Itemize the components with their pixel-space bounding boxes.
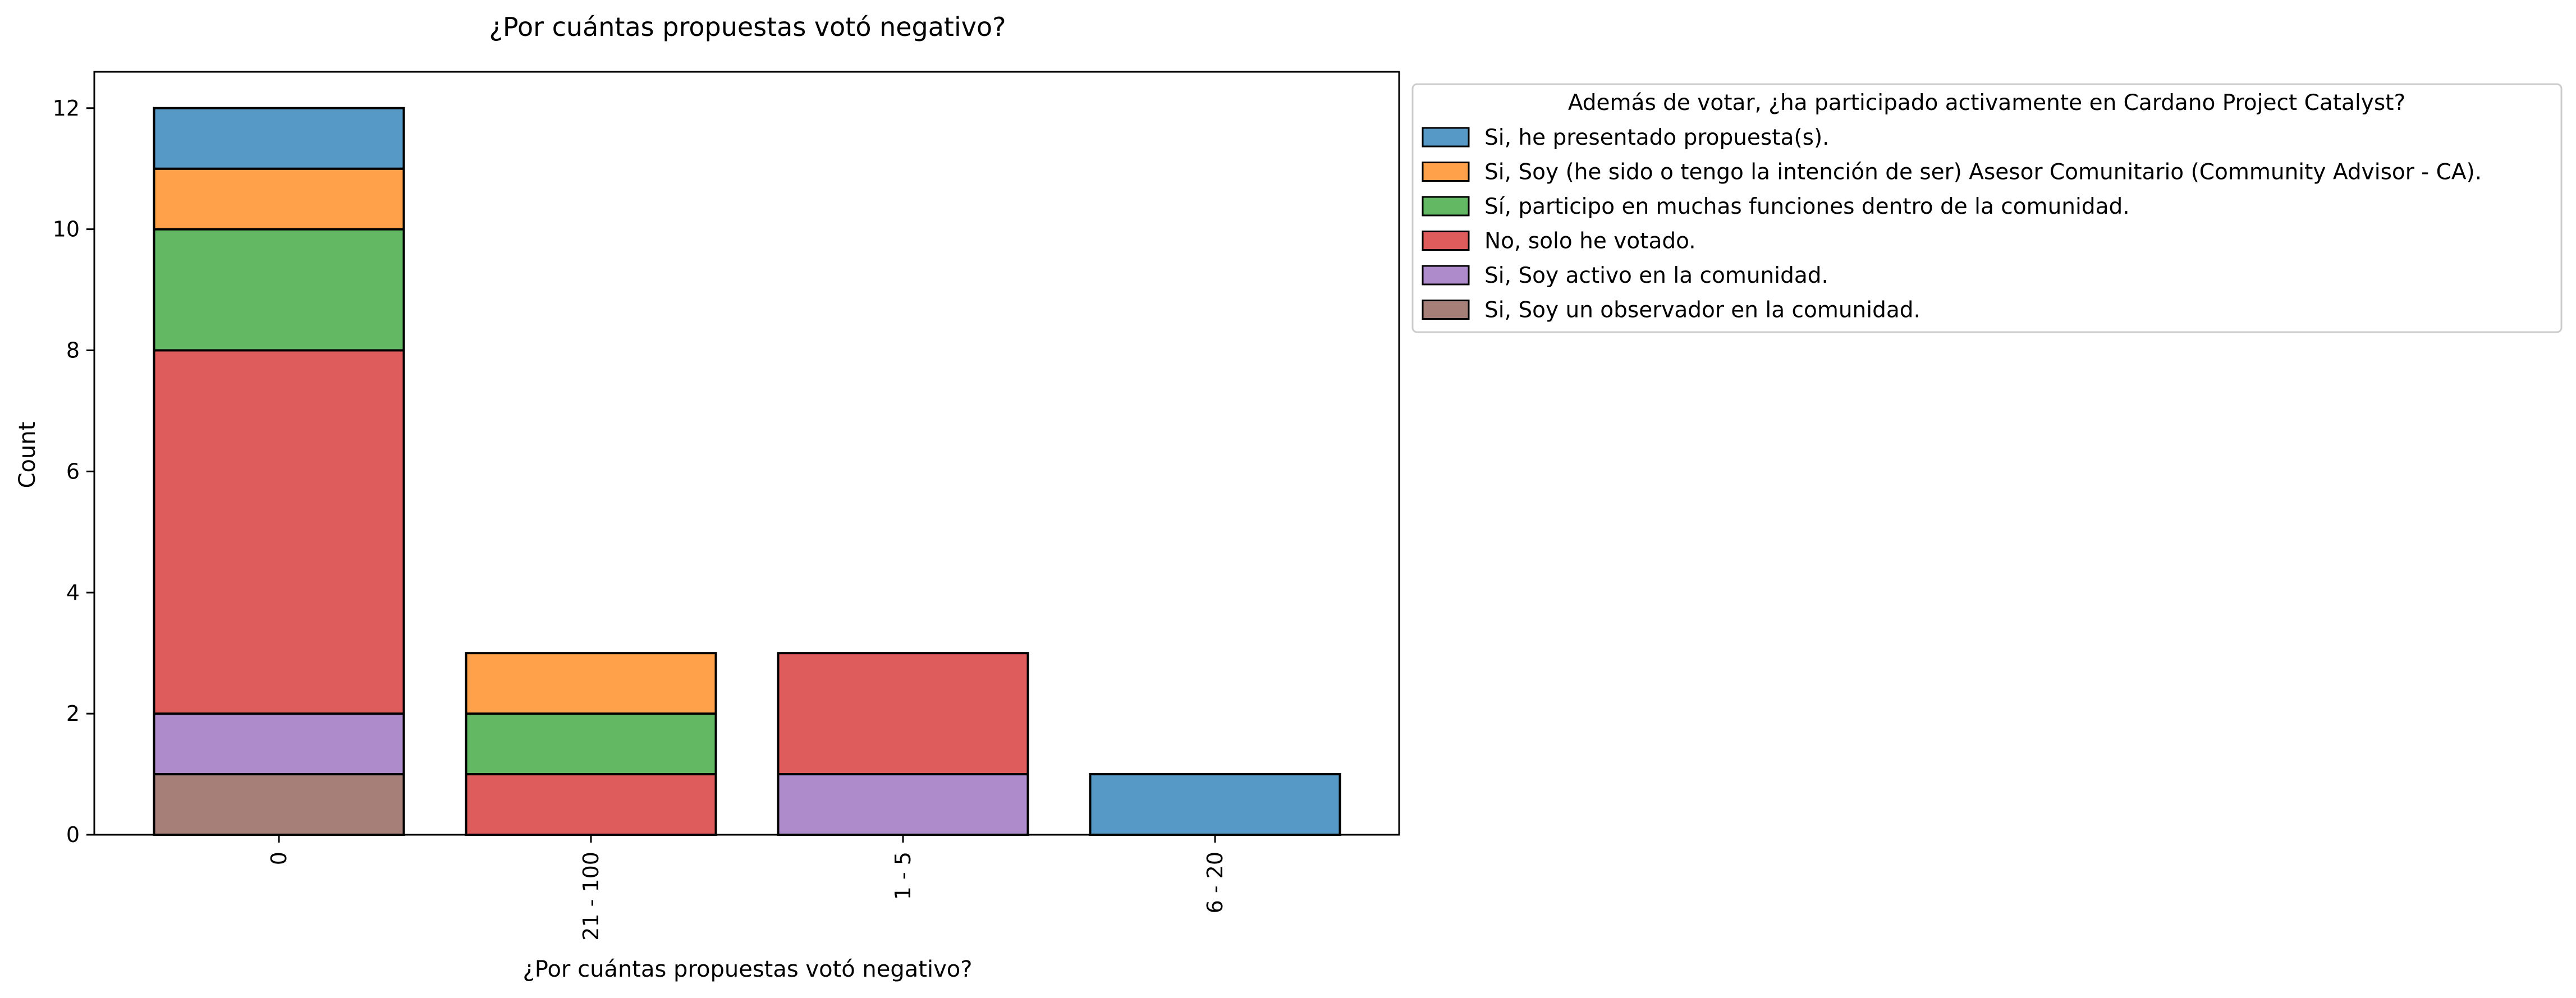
x-axis-title: ¿Por cuántas propuestas votó negativo? — [523, 956, 973, 982]
bar-segment — [777, 773, 1029, 836]
x-tick-label: 0 — [267, 852, 291, 865]
bar-segment — [153, 228, 405, 352]
y-tick-label: 12 — [53, 96, 80, 121]
y-tick-label: 2 — [66, 701, 80, 726]
legend-label: Sí, participo en muchas funciones dentro… — [1484, 194, 2130, 219]
legend: Además de votar, ¿ha participado activam… — [1411, 83, 2563, 333]
legend-swatch — [1422, 162, 1470, 182]
y-axis: 0 2 4 6 8 10 12 — [53, 96, 94, 847]
legend-label: No, solo he votado. — [1484, 229, 1696, 254]
plot-area-frame — [93, 71, 1400, 836]
legend-swatch — [1422, 127, 1470, 148]
legend-swatch — [1422, 300, 1470, 320]
bars-layer — [153, 107, 1341, 836]
legend-label: Si, Soy (he sido o tengo la intención de… — [1484, 160, 2482, 185]
legend-swatch — [1422, 196, 1470, 217]
y-axis-title: Count — [15, 422, 40, 489]
x-axis: 0 21 - 100 1 - 5 6 - 20 — [267, 835, 1227, 941]
x-tick-label: 1 - 5 — [891, 852, 915, 900]
legend-label: Si, he presentado propuesta(s). — [1484, 125, 1830, 150]
bar-segment — [153, 349, 405, 715]
bar-segment — [153, 107, 405, 170]
bar-segment — [465, 652, 717, 715]
x-tick-label: 21 - 100 — [579, 852, 603, 941]
bar-segment — [465, 712, 717, 776]
legend-swatch — [1422, 231, 1470, 251]
bar-segment — [465, 773, 717, 836]
bar-segment — [777, 652, 1029, 776]
y-tick-label: 10 — [53, 217, 80, 242]
y-tick-label: 6 — [66, 459, 80, 484]
legend-title: Además de votar, ¿ha participado activam… — [1568, 90, 2405, 116]
y-tick-label: 0 — [66, 822, 80, 847]
y-tick-label: 8 — [66, 338, 80, 363]
bar-segment — [1089, 773, 1341, 836]
x-tick-label: 6 - 20 — [1203, 852, 1227, 913]
legend-label: Si, Soy un observador en la comunidad. — [1484, 298, 1920, 323]
legend-label: Si, Soy activo en la comunidad. — [1484, 263, 1828, 288]
bar-segment — [153, 167, 405, 231]
legend-swatch — [1422, 265, 1470, 286]
legend-frame — [1411, 83, 2563, 333]
bar-segment — [153, 712, 405, 776]
y-tick-label: 4 — [66, 580, 80, 605]
bar-segment — [153, 773, 405, 836]
chart-title: ¿Por cuántas propuestas votó negativo? — [489, 12, 1006, 42]
